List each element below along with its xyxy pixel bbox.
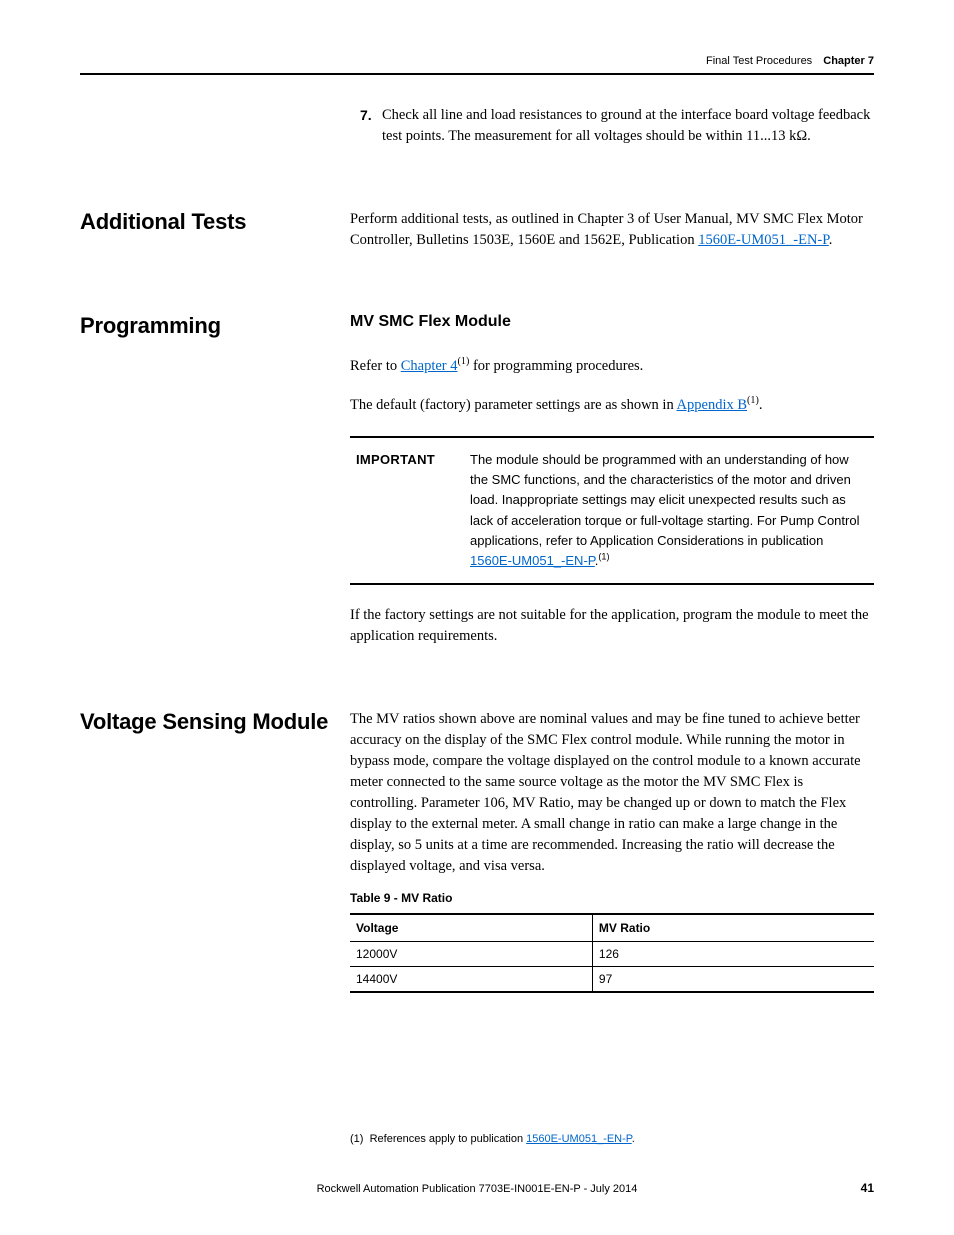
important-body: The module should be programmed with an … [470, 438, 874, 583]
prog-p3: If the factory settings are not suitable… [350, 605, 874, 647]
p1-before: Refer to [350, 358, 401, 374]
heading-additional-tests: Additional Tests [80, 209, 350, 235]
table-mv-ratio: Voltage MV Ratio 12000V 126 14400V 97 [350, 913, 874, 993]
fn-before: References apply to publication [370, 1133, 527, 1145]
cell-voltage: 14400V [350, 967, 592, 993]
p2-sup: (1) [747, 395, 759, 406]
imp-before: The module should be programmed with an … [470, 452, 859, 548]
step-7: 7. Check all line and load resistances t… [360, 105, 874, 147]
link-1560e-um051-fn[interactable]: 1560E-UM051_-EN-P [526, 1133, 632, 1145]
link-1560e-um051[interactable]: 1560E-UM051_-EN-P [698, 232, 829, 248]
cell-voltage: 12000V [350, 942, 592, 967]
fn-marker: (1) [350, 1133, 363, 1145]
important-box: IMPORTANT The module should be programme… [350, 436, 874, 585]
header-section: Final Test Procedures [706, 55, 812, 67]
prog-p2: The default (factory) parameter settings… [350, 395, 874, 416]
at-after: . [829, 232, 833, 248]
header-rule [80, 73, 874, 75]
imp-sup: (1) [598, 551, 609, 561]
p2-before: The default (factory) parameter settings… [350, 397, 677, 413]
link-1560e-um051-imp[interactable]: 1560E-UM051_-EN-P [470, 553, 595, 568]
cell-mv-ratio: 97 [592, 967, 874, 993]
p2-after: . [759, 397, 763, 413]
heading-voltage-sensing-module: Voltage Sensing Module [80, 709, 350, 735]
additional-tests-body: Perform additional tests, as outlined in… [350, 209, 874, 251]
header-chapter: Chapter 7 [823, 55, 874, 67]
cell-mv-ratio: 126 [592, 942, 874, 967]
table-row: 14400V 97 [350, 967, 874, 993]
link-appendix-b[interactable]: Appendix B [677, 397, 747, 413]
prog-p1: Refer to Chapter 4(1) for programming pr… [350, 356, 874, 377]
step-text: Check all line and load resistances to g… [382, 105, 874, 147]
running-header: Final Test Procedures Chapter 7 [80, 55, 874, 67]
page-number: 41 [861, 1181, 874, 1195]
page-footer: Rockwell Automation Publication 7703E-IN… [80, 1183, 874, 1195]
footer-text: Rockwell Automation Publication 7703E-IN… [317, 1183, 638, 1195]
table-row: 12000V 126 [350, 942, 874, 967]
subheading-mv-smc-flex: MV SMC Flex Module [350, 313, 874, 331]
p1-after: for programming procedures. [469, 358, 643, 374]
footnote: (1) References apply to publication 1560… [350, 1133, 874, 1145]
important-label: IMPORTANT [350, 438, 470, 583]
table-caption-mv-ratio: Table 9 - MV Ratio [350, 891, 874, 905]
step-number: 7. [360, 105, 382, 147]
fn-after: . [632, 1133, 635, 1145]
table-header-row: Voltage MV Ratio [350, 914, 874, 942]
p1-sup: (1) [458, 356, 470, 367]
vsm-body: The MV ratios shown above are nominal va… [350, 709, 874, 877]
link-chapter-4[interactable]: Chapter 4 [401, 358, 458, 374]
col-voltage: Voltage [350, 914, 592, 942]
heading-programming: Programming [80, 313, 350, 339]
col-mv-ratio: MV Ratio [592, 914, 874, 942]
